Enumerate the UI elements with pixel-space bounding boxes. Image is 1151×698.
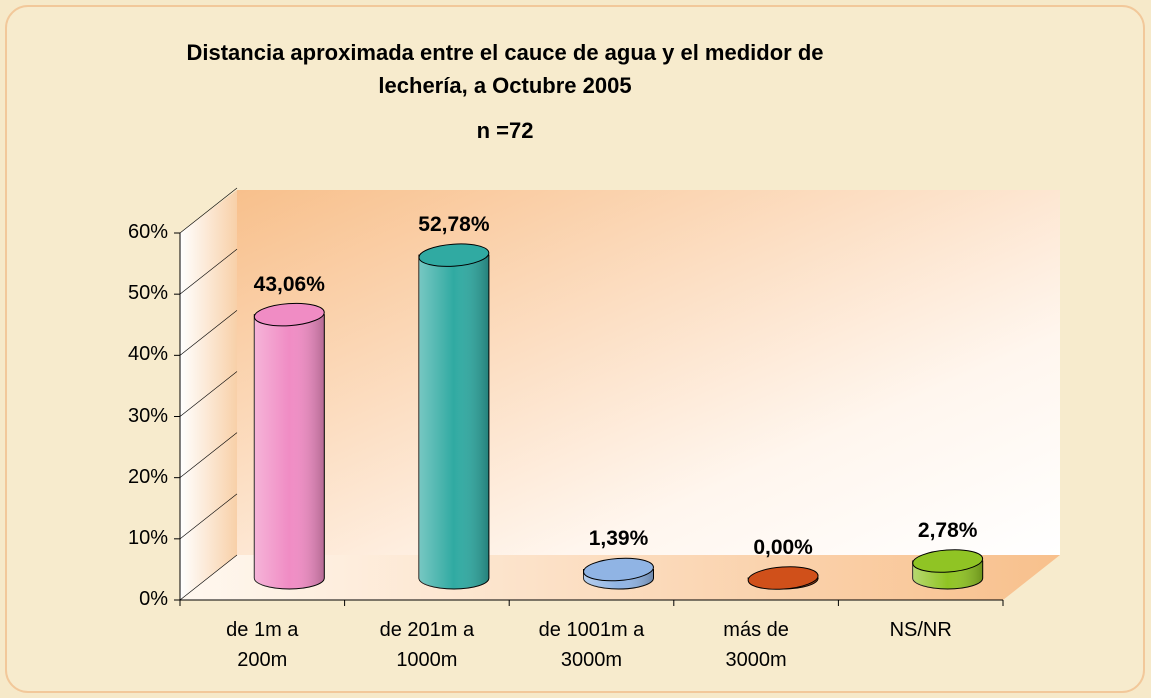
back-wall xyxy=(237,190,1060,555)
grid-line xyxy=(179,432,238,478)
x-tick-label: de 1m a 200m xyxy=(226,619,299,671)
y-tick-label: 40% xyxy=(127,343,168,366)
chart-title: Distancia aproximada entre el cauce de a… xyxy=(186,40,824,98)
bar-top xyxy=(418,243,490,267)
bar-top xyxy=(747,566,819,590)
side-wall xyxy=(180,190,237,600)
x-tick-label: NS/NR xyxy=(889,619,952,641)
x-tick-label: de 201m a 1000m xyxy=(379,619,475,671)
grid-line xyxy=(179,371,238,417)
x-tick-label: de 1001m a 3000m xyxy=(538,619,645,671)
chart-subtitle: n =72 xyxy=(476,118,534,143)
bar-top xyxy=(912,549,984,573)
y-tick-label: 60% xyxy=(127,221,168,243)
value-label: 43,06% xyxy=(253,272,325,296)
bar-top xyxy=(583,557,654,582)
y-tick-label: 30% xyxy=(127,404,168,427)
y-tick-label: 20% xyxy=(127,465,168,488)
grid-line xyxy=(179,248,238,295)
value-label: 52,78% xyxy=(418,213,490,237)
bar-shade xyxy=(418,255,489,589)
value-label: 0,00% xyxy=(753,536,813,559)
grid-line xyxy=(179,554,238,601)
value-label: 2,78% xyxy=(917,518,978,542)
value-label: 1,39% xyxy=(588,527,649,551)
bar-top xyxy=(253,302,325,327)
grid-line xyxy=(179,187,238,234)
x-tick-label: más de 3000m xyxy=(723,619,789,671)
y-tick-label: 50% xyxy=(127,282,168,305)
grid-line xyxy=(179,310,238,356)
y-tick-label: 0% xyxy=(139,588,168,610)
bar-shade xyxy=(254,314,325,589)
grid-line xyxy=(179,493,238,540)
y-tick-label: 10% xyxy=(127,526,168,549)
